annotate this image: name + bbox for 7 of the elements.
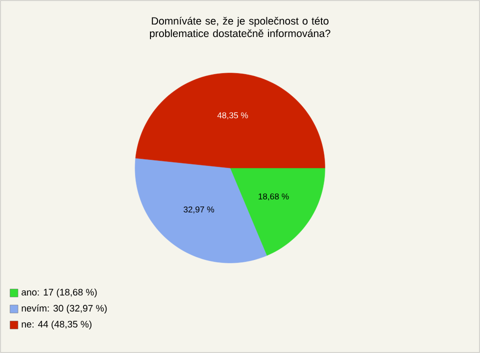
chart-title: Domníváte se, že je společnost o této problematice dostatečně informována? — [150, 16, 330, 40]
legend-label: ne: 44 (48,35 %) — [22, 320, 92, 330]
legend-label: nevím: 30 (32,97 %) — [22, 304, 107, 314]
data-label: 32,97 % — [184, 206, 214, 214]
legend-label: ano: 17 (18,68 %) — [22, 288, 97, 298]
data-label: 18,68 % — [258, 193, 289, 200]
data-label: 48,35 % — [217, 112, 248, 120]
